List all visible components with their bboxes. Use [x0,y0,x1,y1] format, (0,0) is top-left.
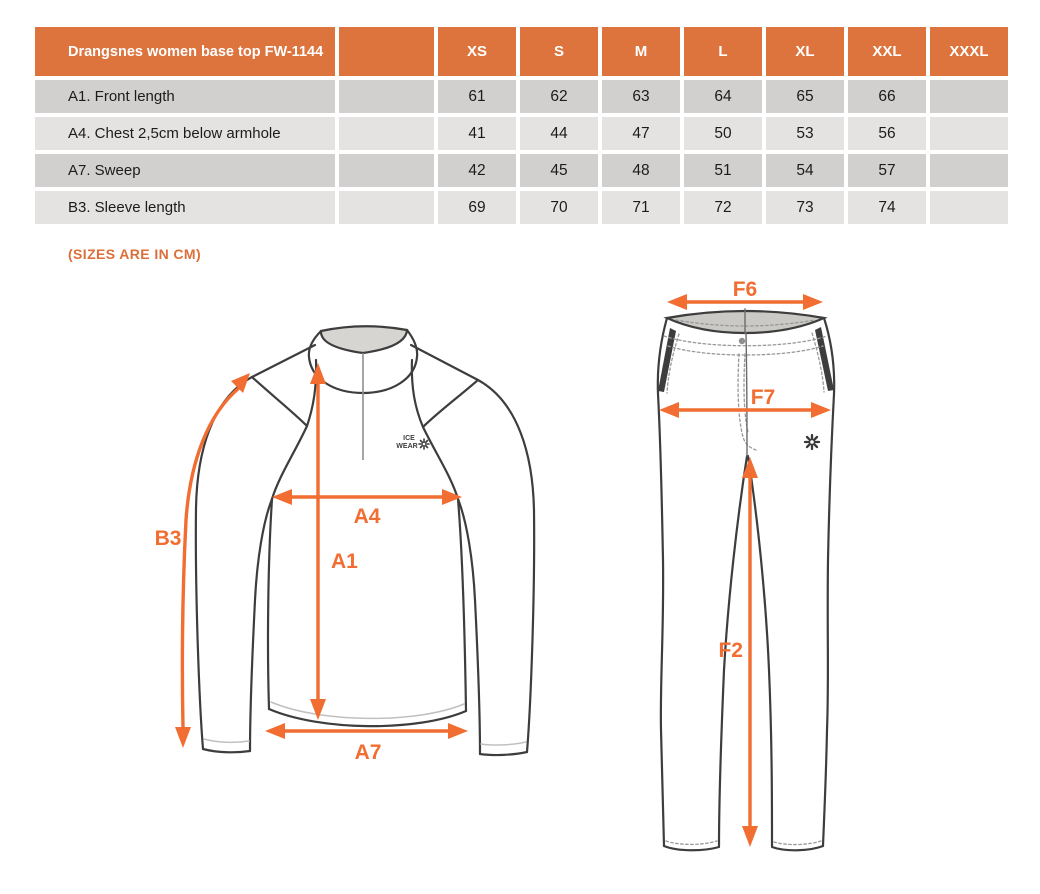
value-cell: 45 [520,154,598,187]
collar-opening [319,325,409,355]
svg-text:ICE: ICE [403,435,415,442]
right-pocket [815,327,834,391]
waist-button [738,337,746,345]
b3-arrow [180,386,241,729]
a7-label: A7 [355,741,382,764]
size-header-m: M [602,27,680,76]
table-row: A7. Sweep 42 45 48 51 54 57 [35,154,1008,187]
measure-label: A4. Chest 2,5cm below armhole [35,117,335,150]
f7-label: F7 [751,386,776,409]
size-header-xl: XL [766,27,844,76]
measure-label: A7. Sweep [35,154,335,187]
value-cell [930,154,1008,187]
size-header-l: L [684,27,762,76]
spacer-cell [339,80,434,113]
value-cell: 69 [438,191,516,224]
shirt-measurements: B3 A1 A4 A7 [155,363,468,764]
value-cell: 71 [602,191,680,224]
table-row: A1. Front length 61 62 63 64 65 66 [35,80,1008,113]
value-cell: 63 [602,80,680,113]
size-header-xxxl: XXXL [930,27,1008,76]
value-cell: 42 [438,154,516,187]
b3-label: B3 [155,527,182,550]
product-title: Drangsnes women base top FW-1144 [35,27,335,76]
spacer-cell [339,191,434,224]
size-table-header-row: Drangsnes women base top FW-1144 XS S M … [35,27,1008,76]
measure-label: A1. Front length [35,80,335,113]
value-cell [930,117,1008,150]
value-cell: 70 [520,191,598,224]
size-header-s: S [520,27,598,76]
header-spacer-cell [339,27,434,76]
value-cell: 72 [684,191,762,224]
value-cell: 66 [848,80,926,113]
hem-stitching [203,701,527,746]
pants-measurements: F6 F7 F2 [659,278,831,847]
sizes-in-cm-note: (SIZES ARE IN CM) [68,246,202,262]
value-cell: 64 [684,80,762,113]
value-cell: 53 [766,117,844,150]
value-cell: 61 [438,80,516,113]
svg-text:WEAR: WEAR [396,443,417,450]
f2-label: F2 [718,639,743,662]
spacer-cell [339,117,434,150]
center-front-seam [744,308,748,457]
f6-label: F6 [733,278,758,301]
value-cell: 48 [602,154,680,187]
left-pocket [658,328,676,392]
value-cell: 41 [438,117,516,150]
value-cell [930,191,1008,224]
value-cell: 44 [520,117,598,150]
icewear-logo: ICE WEAR [396,435,430,450]
value-cell: 56 [848,117,926,150]
size-table: Drangsnes women base top FW-1144 XS S M … [31,23,1012,228]
measure-label: B3. Sleeve length [35,191,335,224]
value-cell: 65 [766,80,844,113]
value-cell: 57 [848,154,926,187]
base-top-drawing: ICE WEAR B3 A1 [155,325,536,764]
value-cell: 50 [684,117,762,150]
snowflake-center [810,440,814,444]
spacer-cell [339,154,434,187]
value-cell: 74 [848,191,926,224]
value-cell: 73 [766,191,844,224]
value-cell: 47 [602,117,680,150]
pants-stitching [663,319,828,846]
value-cell: 62 [520,80,598,113]
a4-label: A4 [354,505,381,528]
value-cell: 51 [684,154,762,187]
size-header-xs: XS [438,27,516,76]
value-cell [930,80,1008,113]
table-row: A4. Chest 2,5cm below armhole 41 44 47 5… [35,117,1008,150]
table-row: B3. Sleeve length 69 70 71 72 73 74 [35,191,1008,224]
size-header-xxl: XXL [848,27,926,76]
pants-drawing: F6 F7 F2 [656,278,836,852]
a1-label: A1 [331,550,358,573]
value-cell: 54 [766,154,844,187]
